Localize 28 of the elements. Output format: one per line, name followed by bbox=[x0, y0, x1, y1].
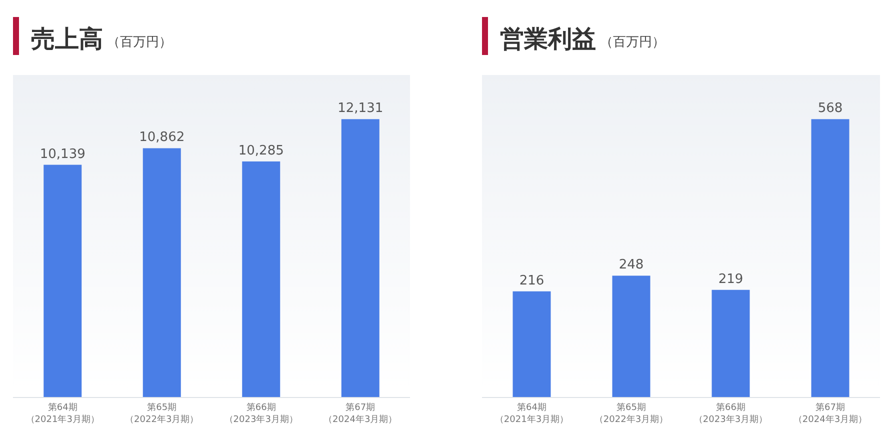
data-label: 12,131 bbox=[338, 101, 384, 116]
chart-subtitle: （百万円） bbox=[107, 35, 172, 50]
x-tick-label: 第67期（2024年3月期） bbox=[792, 402, 868, 426]
bar bbox=[341, 119, 380, 397]
x-tick-label: 第66期（2023年3月期） bbox=[223, 402, 299, 426]
x-tick-label: 第64期（2021年3月期） bbox=[494, 402, 570, 426]
x-tick-label: 第65期（2022年3月期） bbox=[593, 402, 670, 426]
data-label: 568 bbox=[818, 101, 843, 116]
bar bbox=[142, 148, 181, 397]
bar bbox=[612, 276, 650, 397]
data-label: 10,862 bbox=[139, 130, 185, 146]
bar bbox=[242, 161, 280, 397]
data-label: 10,139 bbox=[40, 146, 86, 162]
x-tick-label: 第66期（2023年3月期） bbox=[692, 402, 769, 426]
chart-subtitle: （百万円） bbox=[600, 35, 665, 50]
x-tick-label: 第67期（2024年3月期） bbox=[322, 402, 398, 426]
bar bbox=[512, 291, 551, 397]
bar bbox=[712, 290, 750, 397]
data-label: 216 bbox=[519, 273, 544, 288]
data-label: 219 bbox=[718, 272, 744, 287]
bar bbox=[811, 119, 850, 397]
data-label: 248 bbox=[618, 258, 644, 273]
chart-title: 営業利益 bbox=[500, 25, 596, 53]
x-tick-label: 第65期（2022年3月期） bbox=[124, 402, 200, 426]
data-label: 10,285 bbox=[238, 143, 284, 158]
chart-title: 売上高 bbox=[31, 25, 103, 53]
bar bbox=[44, 164, 82, 397]
x-tick-label: 第64期（2021年3月期） bbox=[24, 402, 100, 426]
